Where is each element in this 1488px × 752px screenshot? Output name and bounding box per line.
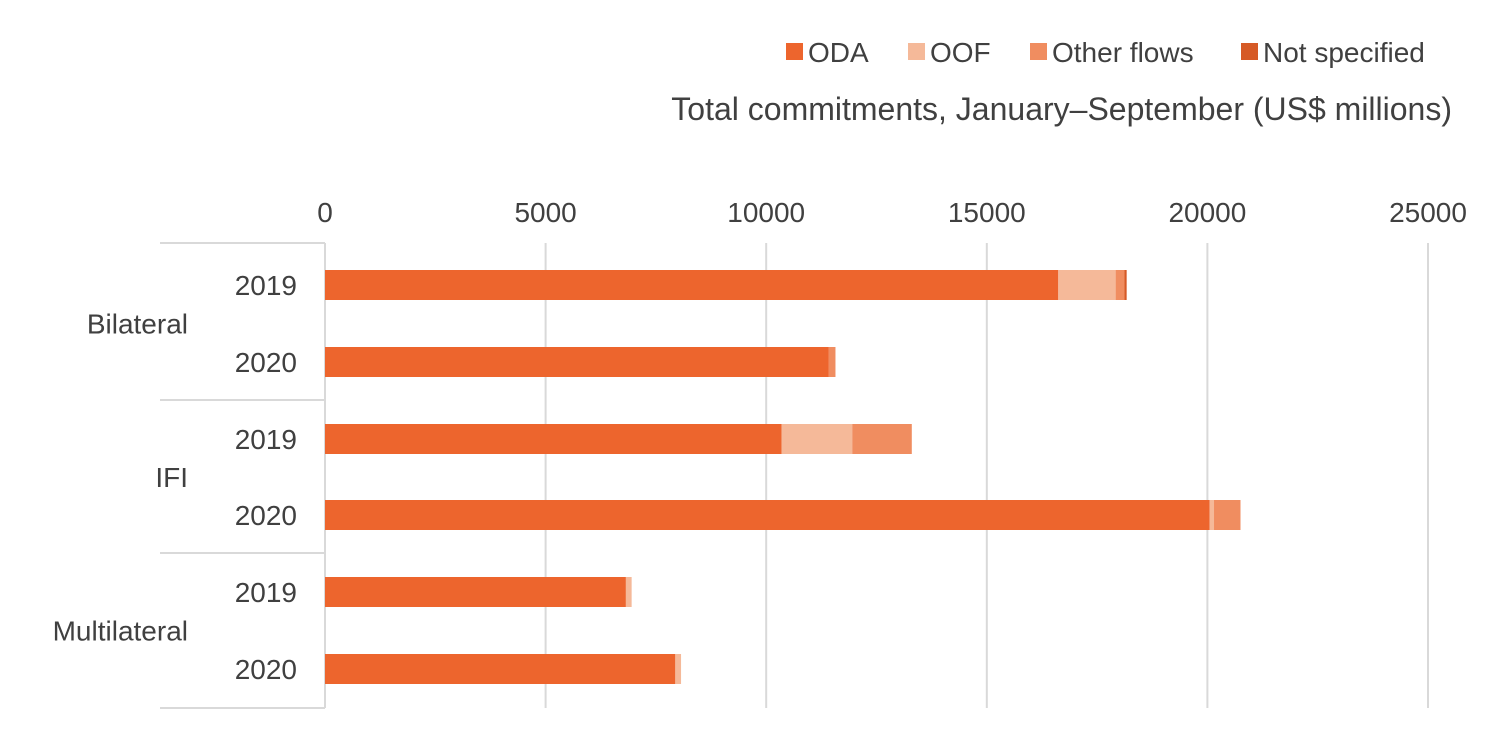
bar-segment-oda — [325, 424, 782, 454]
legend-label: OOF — [930, 37, 991, 68]
bar-row — [325, 270, 1127, 300]
bar-segment-oof — [781, 424, 853, 454]
bar-row — [325, 577, 632, 607]
legend: ODA OOF Other flows Not specified — [786, 37, 1425, 68]
bar-segment-other-flows — [1214, 500, 1241, 530]
bar-segment-oda — [325, 500, 1210, 530]
year-label: 2019 — [235, 270, 297, 301]
bar-segment-oda — [325, 347, 829, 377]
legend-label: ODA — [808, 37, 869, 68]
bars — [325, 270, 1241, 684]
bar-segment-other-flows — [828, 347, 836, 377]
legend-swatch — [1241, 43, 1258, 60]
legend-swatch — [908, 43, 925, 60]
x-tick-label: 10000 — [727, 197, 805, 228]
x-tick-label: 20000 — [1168, 197, 1246, 228]
bar-segment-not-specified — [1124, 270, 1127, 300]
chart-subtitle: Total commitments, January–September (US… — [671, 91, 1452, 127]
legend-item: ODA — [786, 37, 869, 68]
bar-segment-oda — [325, 654, 676, 684]
bar-row — [325, 500, 1241, 530]
year-label: 2020 — [235, 347, 297, 378]
x-tick-label: 25000 — [1389, 197, 1467, 228]
x-axis-ticks: 0 5000 10000 15000 20000 25000 — [317, 197, 1467, 228]
legend-item: Other flows — [1030, 37, 1194, 68]
group-label: Multilateral — [53, 616, 188, 647]
year-label: 2020 — [235, 500, 297, 531]
bar-row — [325, 347, 836, 377]
legend-item: Not specified — [1241, 37, 1425, 68]
legend-swatch — [1030, 43, 1047, 60]
bar-segment-other-flows — [1115, 270, 1125, 300]
bar-segment-oda — [325, 270, 1059, 300]
bar-segment-oda — [325, 577, 626, 607]
bar-row — [325, 654, 682, 684]
legend-label: Other flows — [1052, 37, 1194, 68]
x-tick-label: 15000 — [948, 197, 1026, 228]
year-label: 2019 — [235, 424, 297, 455]
bar-segment-oof — [1058, 270, 1116, 300]
group-label: Bilateral — [87, 309, 188, 340]
legend-swatch — [786, 43, 803, 60]
bar-segment-oof — [675, 654, 682, 684]
year-label: 2019 — [235, 577, 297, 608]
bar-row — [325, 424, 912, 454]
gridlines — [544, 243, 1429, 708]
legend-item: OOF — [908, 37, 991, 68]
bar-segment-other-flows — [852, 424, 912, 454]
bar-segment-oof — [1209, 500, 1215, 530]
year-label: 2020 — [235, 654, 297, 685]
legend-label: Not specified — [1263, 37, 1425, 68]
x-tick-label: 0 — [317, 197, 333, 228]
category-axis: 2019 2020 Bilateral 2019 2020 IFI 2019 2020 Mult… — [53, 242, 326, 709]
group-label: IFI — [155, 462, 188, 493]
bar-segment-oof — [625, 577, 632, 607]
x-tick-label: 5000 — [514, 197, 576, 228]
